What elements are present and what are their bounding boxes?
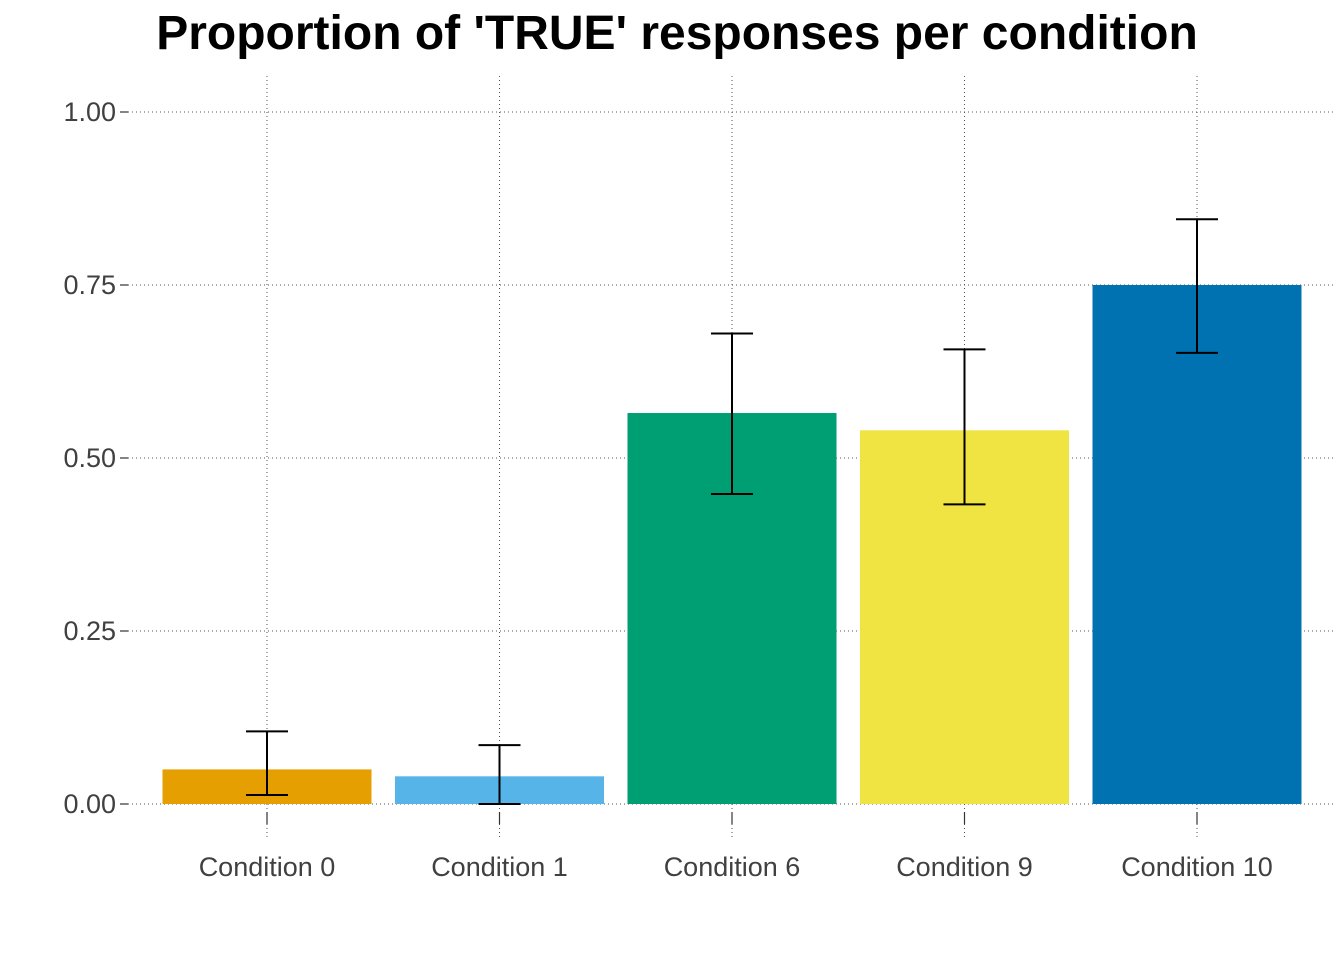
x-axis: Condition 0 Condition 1 Condition 6 Conditi… [199, 812, 1273, 882]
x-tick-label: Condition 10 [1121, 852, 1273, 882]
y-tick-label: 1.00 [63, 97, 116, 127]
x-tick-label: Condition 6 [664, 852, 801, 882]
y-tick-label: 0.50 [63, 443, 116, 473]
chart-title: Proportion of 'TRUE' responses per condi… [156, 7, 1198, 60]
y-tick-label: 0.25 [63, 616, 116, 646]
y-tick-label: 0.75 [63, 270, 116, 300]
y-tick-label: 0.00 [63, 789, 116, 819]
x-tick-label: Condition 9 [896, 852, 1033, 882]
bar [1092, 285, 1302, 804]
error-bars [246, 218, 1218, 805]
y-axis: 0.00 0.25 0.50 0.75 1.00 [63, 97, 128, 819]
x-tick-label: Condition 0 [199, 852, 336, 882]
x-tick-label: Condition 1 [431, 852, 568, 882]
